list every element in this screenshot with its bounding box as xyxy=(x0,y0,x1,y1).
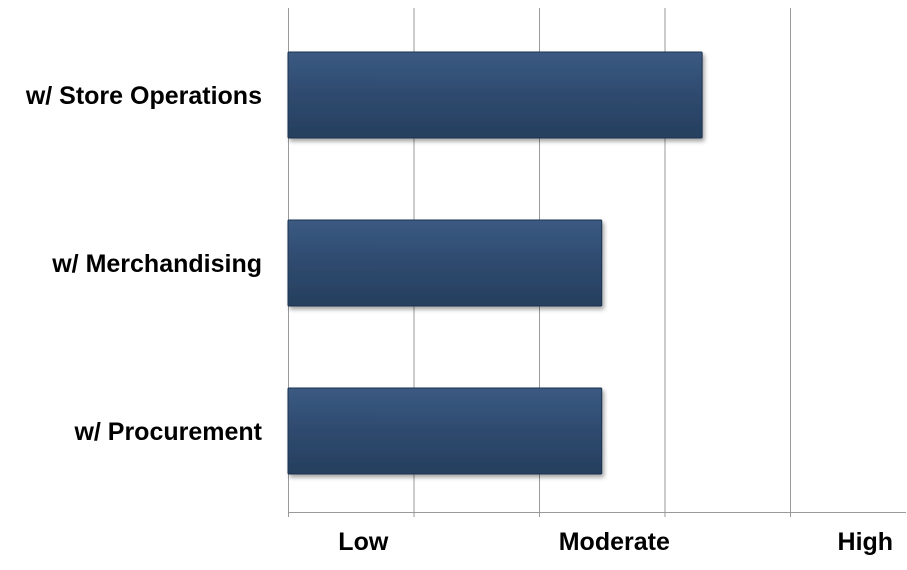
x-tick-label-1: Low xyxy=(338,528,389,556)
x-tick-labels: Low Moderate High xyxy=(338,528,893,556)
category-labels: w/ Store Operations w/ Merchandising w/ Pr… xyxy=(25,82,263,446)
bars xyxy=(287,51,703,475)
category-label-2: w/ Merchandising xyxy=(51,250,262,278)
x-tick-label-2: Moderate xyxy=(559,528,670,556)
x-tick-label-3: High xyxy=(838,528,894,556)
category-label-3: w/ Procurement xyxy=(73,418,262,446)
bar-3 xyxy=(287,387,603,475)
category-label-1: w/ Store Operations xyxy=(25,82,262,110)
bar-1 xyxy=(287,51,703,139)
bar-2 xyxy=(287,219,603,307)
